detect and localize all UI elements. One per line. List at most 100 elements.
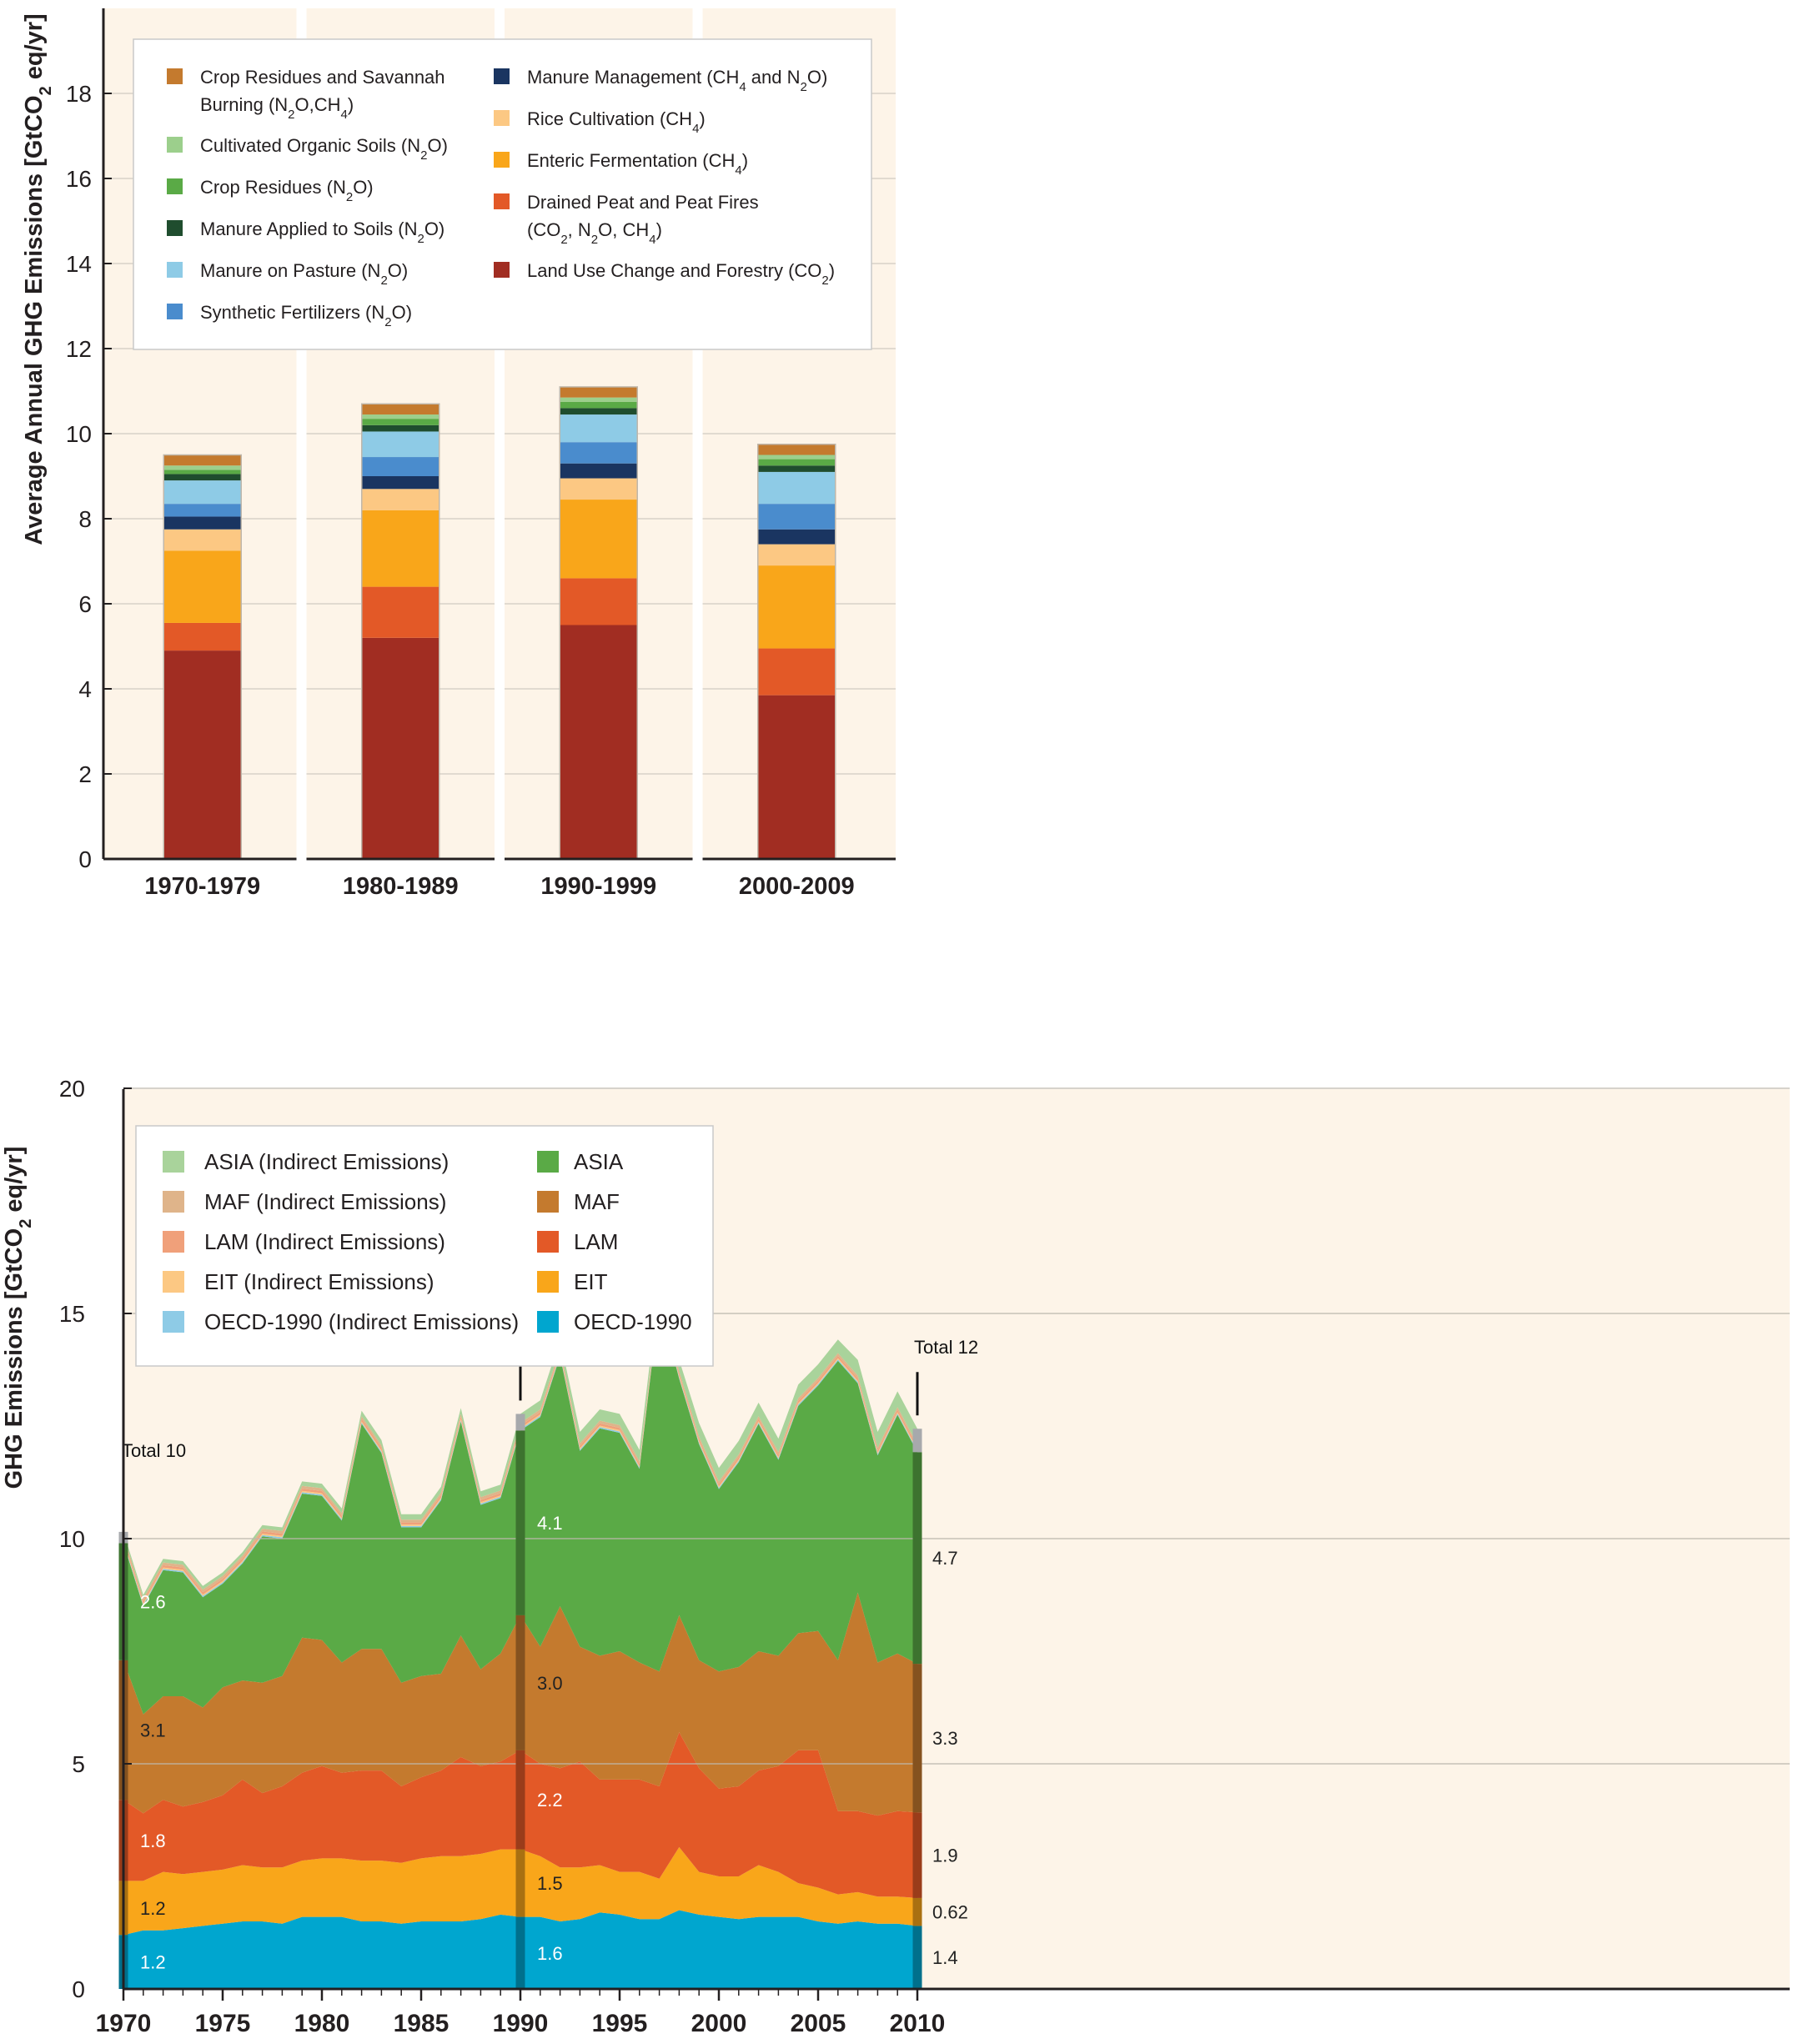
area-chart-marker-columns: 1.2 1.2 1.8 3.1 2.6 Total 10 1.6 1.5 2.2 3.0 4.1 To…	[118, 1322, 978, 1989]
legend-label-manure-mgmt-line-1: Manure Management (CH4 and N2O)	[527, 67, 827, 94]
x-tick-label-2005: 2005	[791, 2010, 846, 2037]
legend-swatch-crop-residues	[167, 178, 183, 194]
segment-value-label-1970-lam: 1.8	[140, 1831, 166, 1851]
bar-segment-1970-1979-manure-on-pasture-n2o	[163, 480, 242, 505]
bar-segment-1980-1989-crop-residues-n2o	[361, 419, 439, 425]
x-tick-label-1990-1999: 1990-1999	[540, 873, 656, 900]
bar-segment-1970-1979-land-use-change-and-forestry-co2	[163, 650, 242, 859]
legend-swatch-maf-direct	[537, 1191, 559, 1213]
legend-label-maf-direct: MAF	[574, 1189, 620, 1214]
bar-segment-1990-1999-manure-on-pasture-n2o	[560, 414, 638, 443]
area-chart-panel: 1.2 1.2 1.8 3.1 2.6 Total 10 1.6 1.5 2.2 3.0 4.1 To…	[1, 1076, 1790, 2037]
y-tick-label-16: 16	[66, 166, 92, 192]
legend-swatch-lam-indirect-emissions	[163, 1231, 184, 1253]
bar-segment-2000-2009-crop-residues-n2o	[757, 459, 836, 466]
bar-chart-legend: Crop Residues and Savannah Burning (N2O,C…	[133, 38, 872, 350]
y-tick-label-14: 14	[66, 251, 92, 277]
legend-label-enteric-line-1: Enteric Fermentation (CH4)	[527, 150, 748, 178]
y-tick-label-12: 12	[66, 336, 92, 362]
legend-label-crop-res-burn-line-1: Crop Residues and Savannah	[200, 67, 445, 88]
marker-column-1990-maf	[515, 1615, 525, 1750]
x-tick-label-1975: 1975	[195, 2010, 251, 2037]
marker-column-shade-1990-eit	[515, 1849, 525, 1917]
legend-label-asia-indirect-emissions: ASIA (Indirect Emissions)	[204, 1149, 449, 1174]
bar-segment-1990-1999-rice-cultivation-ch4	[560, 478, 638, 500]
segment-value-label-2010-maf: 3.3	[932, 1728, 958, 1749]
bar-segment-2000-2009-drained-peat-and-peat-fires-co2-n2o-ch4	[757, 648, 836, 696]
x-tick-label-2000: 2000	[691, 2010, 747, 2037]
legend-label-manure-soils-line-1: Manure Applied to Soils (N2O)	[200, 218, 444, 246]
x-tick-label-1980-1989: 1980-1989	[343, 873, 459, 900]
bar-segment-1970-1979-synthetic-fertilizers-n2o	[163, 504, 242, 517]
legend-label-lam-direct: LAM	[574, 1229, 618, 1254]
segment-value-label-1990-lam: 2.2	[537, 1790, 563, 1810]
bar-segment-1980-1989-rice-cultivation-ch4	[361, 489, 439, 510]
marker-column-shade-2010-eit	[912, 1897, 922, 1926]
legend-label-cult-org-soils-line-1: Cultivated Organic Soils (N2O)	[200, 135, 448, 163]
bar-segment-1990-1999-synthetic-fertilizers-n2o	[560, 442, 638, 464]
marker-column-1990-oecd-1990	[515, 1916, 525, 1989]
bar-segment-1980-1989-manure-applied-to-soils-n2o	[361, 424, 439, 432]
marker-column-shade-1990-asia	[515, 1430, 525, 1615]
marker-column-cap-1990	[515, 1414, 525, 1431]
segment-value-label-1990-asia: 4.1	[537, 1513, 563, 1534]
bar-segment-1970-1979-manure-applied-to-soils-n2o	[163, 474, 242, 481]
area-chart-legend-box	[135, 1125, 714, 1367]
bar-segment-1990-1999-cultivated-organic-soils-n2o	[560, 397, 638, 402]
legend-label-maf-indirect-emissions: MAF (Indirect Emissions)	[204, 1189, 446, 1214]
y-tick-label-0: 0	[78, 846, 92, 872]
y-tick-label-10: 10	[59, 1526, 85, 1552]
bar-segment-1970-1979-crop-residues-n2o	[163, 470, 242, 475]
marker-column-shade-1990-oecd-1990	[515, 1916, 525, 1989]
marker-column-1990-eit	[515, 1849, 525, 1917]
bar-segment-1990-1999-manure-applied-to-soils-n2o	[560, 408, 638, 415]
legend-label-manure-pasture-line-1: Manure on Pasture (N2O)	[200, 260, 408, 288]
legend-label-synth-fert-line-1: Synthetic Fertilizers (N2O)	[200, 302, 412, 329]
legend-swatch-oecd-1990-indirect-emissions	[163, 1311, 184, 1333]
marker-column-shade-1990-lam	[515, 1750, 525, 1850]
bar-segment-1980-1989-cultivated-organic-soils-n2o	[361, 414, 439, 419]
bar-segment-1970-1979-drained-peat-and-peat-fires-co2-n2o-ch4	[163, 622, 242, 651]
segment-value-label-1990-maf: 3.0	[537, 1673, 563, 1694]
total-label-2010: Total 12	[914, 1337, 978, 1358]
marker-column-1990-asia	[515, 1430, 525, 1615]
y-tick-label-6: 6	[78, 591, 92, 617]
bar-chart-x-tick-labels: 1970-1979 1980-1989 1990-1999 2000-2009	[144, 873, 854, 900]
bar-segment-1970-1979-enteric-fermentation-ch4	[163, 550, 242, 623]
legend-swatch-oecd-1990-direct	[537, 1311, 559, 1333]
bar-chart-bars	[163, 386, 836, 860]
legend-swatch-lam-direct	[537, 1231, 559, 1253]
bar-segment-1970-1979-rice-cultivation-ch4	[163, 529, 242, 551]
bar-segment-1990-1999-manure-management-ch4-and-n2o	[560, 463, 638, 479]
legend-swatch-maf-indirect-emissions	[163, 1191, 184, 1213]
segment-value-label-2010-lam: 1.9	[932, 1846, 958, 1866]
bar-segment-1980-1989-manure-on-pasture-n2o	[361, 431, 439, 458]
y-tick-label-8: 8	[78, 506, 92, 532]
area-chart-y-tick-labels: 0 5 10 15 20	[59, 1076, 132, 2002]
marker-column-2010-asia	[912, 1452, 922, 1665]
bar-segment-1990-1999-land-use-change-and-forestry-co2	[560, 625, 638, 859]
marker-column-shade-2010-maf	[912, 1664, 922, 1813]
segment-value-label-1990-eit: 1.5	[537, 1873, 563, 1894]
x-tick-label-1970-1979: 1970-1979	[144, 873, 260, 900]
legend-swatch-manure-soils	[167, 220, 183, 236]
bar-segment-2000-2009-manure-management-ch4-and-n2o	[757, 529, 836, 545]
legend-swatch-manure-pasture	[167, 262, 183, 278]
segment-value-label-2010-eit: 0.62	[932, 1902, 968, 1923]
area-chart-x-tick-labels: 1970 1975 1980 1985 1990 1995 2000 2005 2010	[96, 1989, 945, 2037]
bar-segment-1990-1999-crop-residues-n2o	[560, 401, 638, 409]
bar-chart-panel: 0 2 4 6 8 10 12 14 16 18 1970-1979 1980-1989 1990-1…	[21, 7, 896, 900]
bar-segment-1970-1979-crop-residues-and-savannah-burning-n2o-ch4	[163, 455, 242, 466]
marker-column-cap-2010	[912, 1429, 922, 1453]
legend-swatch-eit-direct	[537, 1271, 559, 1293]
bar-segment-1980-1989-crop-residues-and-savannah-burning-n2o-ch4	[361, 404, 439, 415]
bar-segment-1980-1989-drained-peat-and-peat-fires-co2-n2o-ch4	[361, 586, 439, 638]
marker-column-2010-eit	[912, 1897, 922, 1926]
total-label-1970: Total 10	[122, 1440, 186, 1461]
legend-swatch-enteric	[494, 152, 510, 168]
legend-label-lam-indirect-emissions: LAM (Indirect Emissions)	[204, 1229, 445, 1254]
bar-chart-y-tick-labels: 0 2 4 6 8 10 12 14 16 18	[66, 81, 112, 872]
legend-swatch-cult-org-soils	[167, 137, 183, 153]
legend-label-oecd-1990-indirect-emissions: OECD-1990 (Indirect Emissions)	[204, 1309, 519, 1334]
legend-label-asia-direct: ASIA	[574, 1149, 624, 1174]
